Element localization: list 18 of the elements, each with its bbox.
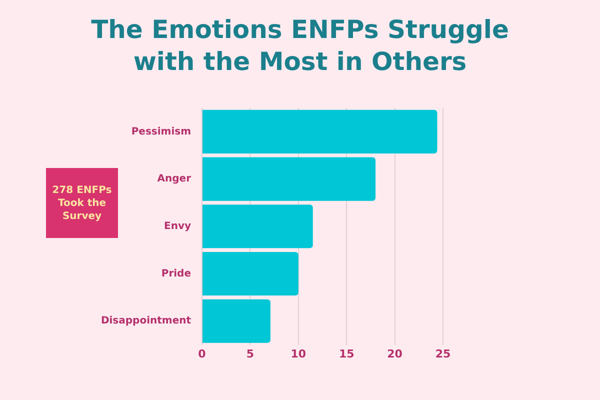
bar [202,157,376,201]
x-tick-label: 5 [246,347,254,360]
y-tick-label: Disappointment [100,316,192,327]
y-tick-label: Envy [164,220,192,232]
y-tick-label: Pride [161,268,192,280]
text: 278 ENFPs Took the Survey [46,168,118,238]
x-tick-label: 25 [435,347,451,360]
bar [202,252,298,296]
bar [202,110,438,154]
x-tick-label: 10 [290,347,306,360]
x-tick-label: 0 [198,347,206,360]
bar [202,204,313,248]
x-tick-label: 15 [338,347,354,360]
x-tick-label: 20 [387,347,403,360]
bar [202,299,270,343]
y-tick-label: Anger [157,174,192,185]
y-tick-label: Pessimism [131,126,191,138]
chart-title: The Emotions ENFPs Struggle with the Most in Others [90,14,510,78]
